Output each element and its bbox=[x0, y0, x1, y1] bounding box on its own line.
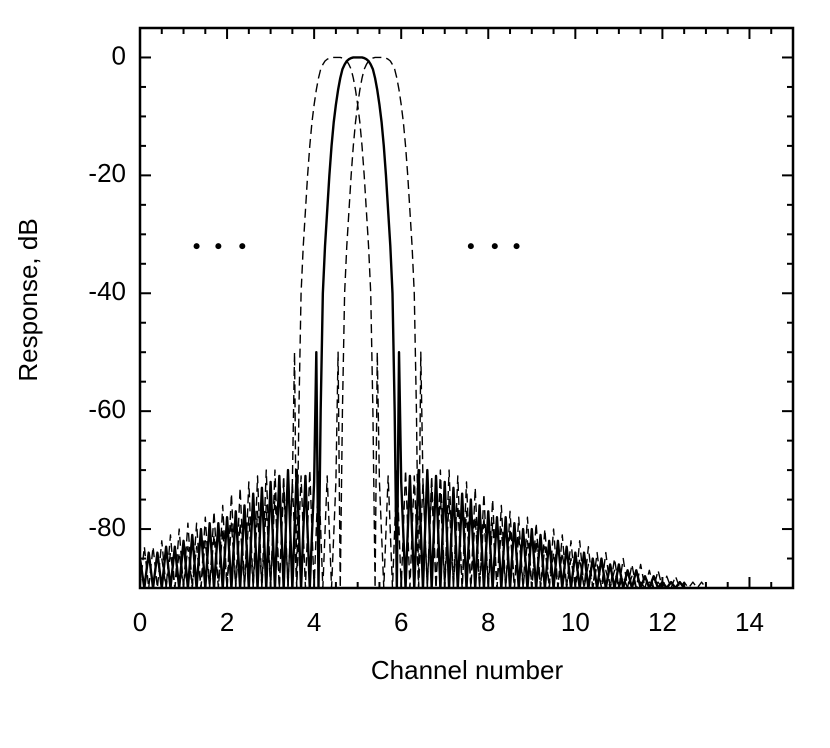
x-tick-label: 6 bbox=[394, 607, 408, 637]
dot bbox=[215, 243, 222, 250]
y-tick-label: -20 bbox=[88, 158, 126, 188]
y-axis-label: Response, dB bbox=[13, 218, 43, 381]
dot bbox=[467, 243, 474, 250]
x-tick-label: 2 bbox=[220, 607, 234, 637]
plot-area bbox=[140, 56, 711, 588]
dot bbox=[491, 243, 498, 250]
dot bbox=[193, 243, 200, 250]
dot bbox=[513, 243, 520, 250]
y-tick-label: -60 bbox=[88, 394, 126, 424]
plot-frame bbox=[138, 26, 795, 590]
x-tick-label: 4 bbox=[307, 607, 321, 637]
y-tick-label: -40 bbox=[88, 276, 126, 306]
series-line bbox=[161, 56, 711, 588]
dot bbox=[239, 243, 246, 250]
x-tick-label: 8 bbox=[481, 607, 495, 637]
x-tick-label: 14 bbox=[735, 607, 764, 637]
x-tick-label: 0 bbox=[133, 607, 147, 637]
series-line bbox=[140, 56, 667, 588]
x-tick-label: 10 bbox=[561, 607, 590, 637]
x-tick-label: 12 bbox=[648, 607, 677, 637]
series-line bbox=[140, 56, 689, 588]
y-tick-label: -80 bbox=[88, 512, 126, 542]
y-tick-label: 0 bbox=[112, 40, 126, 70]
x-axis-label: Channel number bbox=[371, 655, 564, 685]
